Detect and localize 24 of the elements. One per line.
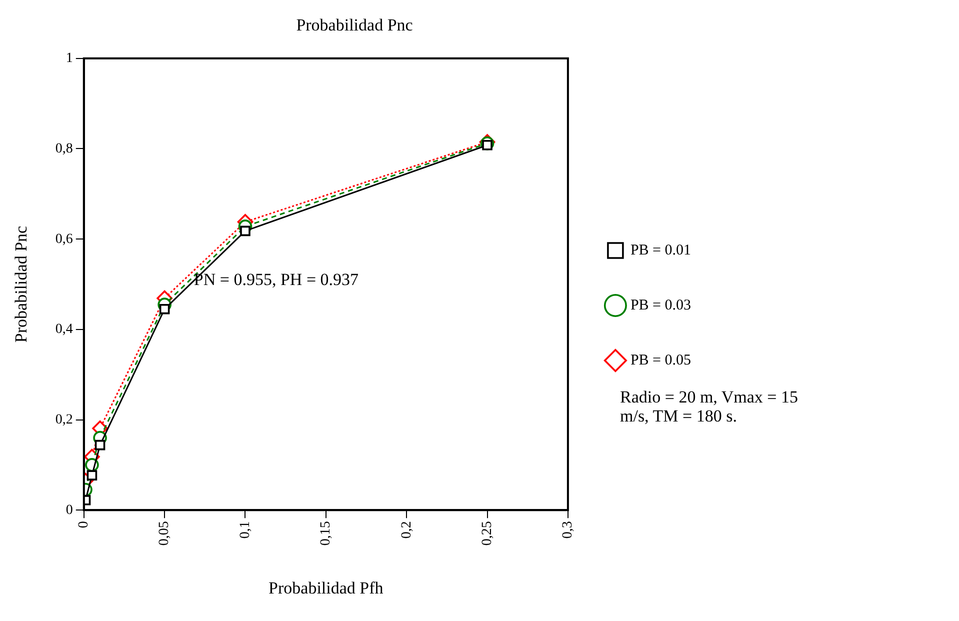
x-tick-label: 0,3 (560, 521, 576, 539)
point (94, 440, 106, 450)
legend-label: PB = 0.03 (630, 297, 692, 314)
x-tick-label: 0,05 (157, 521, 172, 546)
point (86, 470, 98, 480)
x-tick-label: 0,2 (399, 521, 414, 539)
y-tick-label: 0,8 (55, 141, 73, 156)
x-tick-label: 0 (76, 521, 92, 528)
y-tick-label: 0,2 (55, 412, 73, 428)
y-axis-title: Probabilidad Pnc (12, 225, 31, 343)
text: Radio = 20 m, Vmax = 15 m/s, TM = 180 s. (620, 387, 798, 426)
x-tick-label: 0,25 (480, 521, 495, 546)
x-axis-title: Probabilidad Pfh (268, 578, 384, 598)
y-tick-label: 1 (66, 51, 73, 66)
y-tick-label: 0,6 (55, 232, 73, 247)
legend-label: PB = 0.05 (630, 352, 692, 368)
legend-label: PB = 0.01 (630, 242, 692, 258)
y-tick-label: 0 (66, 502, 73, 518)
annotation: PN = 0.955, PH = 0.937 (194, 270, 360, 289)
x-tick-label: 0,15 (318, 521, 334, 546)
point (159, 304, 170, 314)
x-tick-label: 0,1 (238, 521, 253, 539)
chart-title: Probabilidad Pnc (296, 16, 414, 35)
y-tick-label: 0,4 (55, 322, 73, 338)
